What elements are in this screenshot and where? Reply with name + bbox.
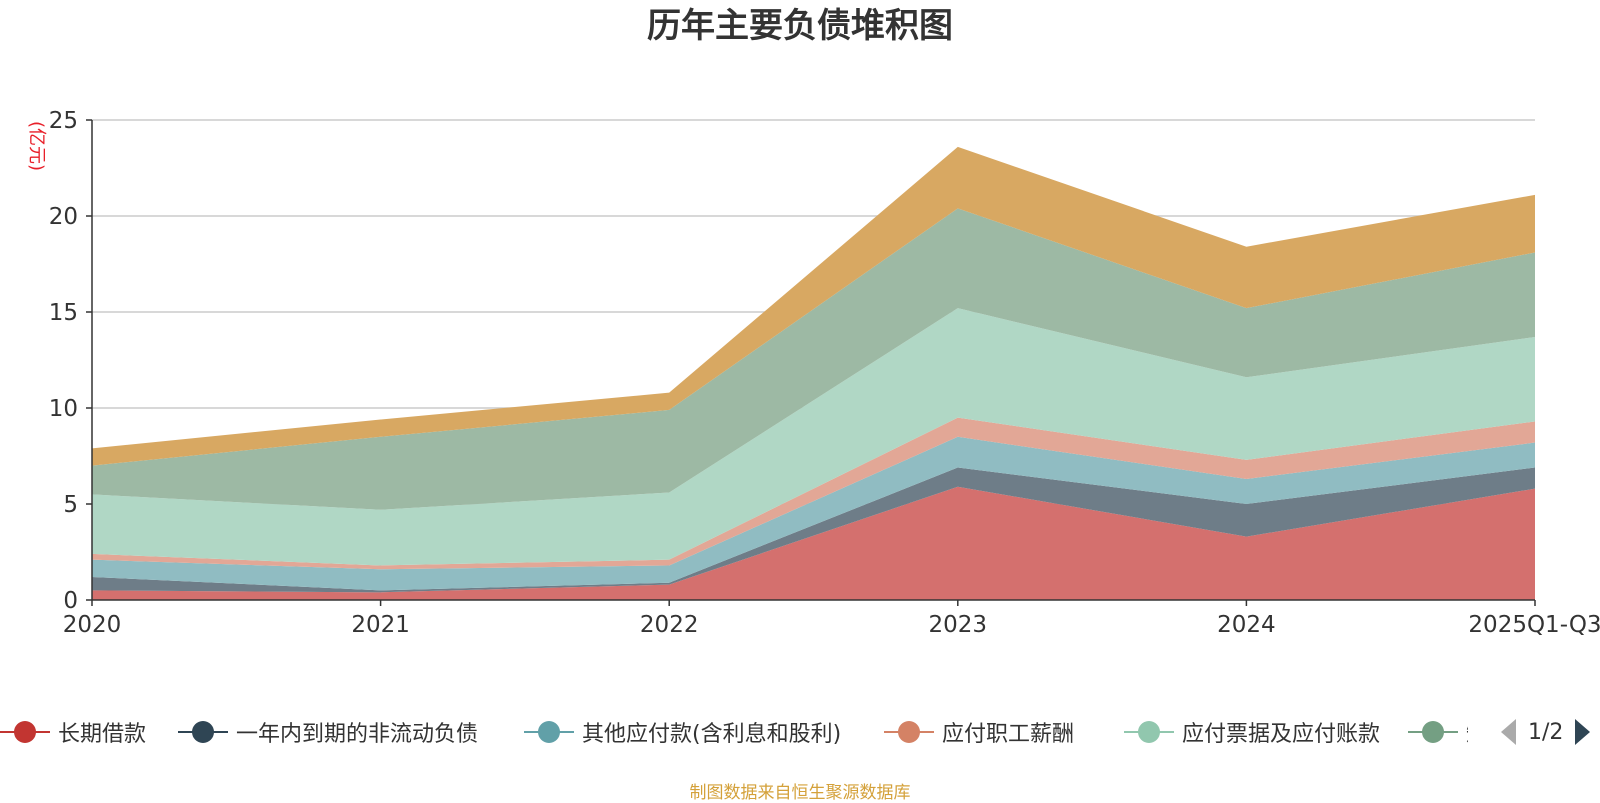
x-tick-label: 2024 bbox=[1217, 612, 1276, 638]
y-tick-label: 5 bbox=[63, 492, 78, 518]
chart-title: 历年主要负债堆积图 bbox=[647, 6, 953, 46]
x-tick-label: 2022 bbox=[640, 612, 699, 638]
legend-item[interactable]: 一年内到期的非流动负债 bbox=[178, 716, 478, 748]
area-长期借款 bbox=[92, 486, 1535, 600]
legend-items: 长期借款 一年内到期的非流动负债 其他应付款(含利息和股利) 应付职工薪酬 应付票据及应… bbox=[0, 712, 1468, 752]
y-tick-label: 0 bbox=[63, 588, 78, 614]
legend-item[interactable]: 应付职工薪酬 bbox=[884, 716, 1074, 748]
legend-label: 短期借款 bbox=[1466, 716, 1468, 748]
legend-item[interactable]: 其他应付款(含利息和股利) bbox=[524, 716, 841, 748]
stacked-areas bbox=[92, 146, 1535, 600]
y-axis-label: (亿元) bbox=[26, 121, 47, 171]
x-tick-label: 2021 bbox=[351, 612, 410, 638]
y-tick-label: 25 bbox=[49, 108, 78, 134]
area-应付票据及应付账款 bbox=[92, 308, 1535, 566]
area-短期借款 bbox=[92, 208, 1535, 510]
area-其他 bbox=[92, 146, 1535, 466]
y-tick-label: 15 bbox=[49, 300, 78, 326]
source-note: 制图数据来自恒生聚源数据库 bbox=[689, 783, 911, 803]
x-tick-label: 2020 bbox=[63, 612, 122, 638]
prev-page-icon[interactable] bbox=[1498, 717, 1520, 747]
legend-marker-icon bbox=[1124, 721, 1174, 743]
x-tick-label: 2025Q1-Q3 bbox=[1468, 612, 1600, 638]
legend: 长期借款 一年内到期的非流动负债 其他应付款(含利息和股利) 应付职工薪酬 应付票据及应… bbox=[0, 712, 1600, 752]
legend-label: 应付票据及应付账款 bbox=[1182, 722, 1381, 747]
legend-marker-icon bbox=[178, 721, 228, 743]
legend-marker-icon bbox=[1408, 721, 1458, 743]
area-应付职工薪酬 bbox=[92, 417, 1535, 570]
area-其他应付款(含利息和股利) bbox=[92, 436, 1535, 591]
legend-marker-icon bbox=[524, 721, 574, 743]
legend-item[interactable]: 应付票据及应付账款 bbox=[1124, 716, 1380, 748]
legend-page-indicator: 1/2 bbox=[1528, 719, 1564, 745]
legend-label: 应付职工薪酬 bbox=[942, 722, 1075, 747]
legend-item[interactable]: 短期借款 bbox=[1408, 716, 1468, 748]
legend-marker-icon bbox=[884, 721, 934, 743]
y-tick-label: 20 bbox=[49, 204, 78, 230]
next-page-icon[interactable] bbox=[1571, 717, 1593, 747]
legend-label: 长期借款 bbox=[58, 722, 147, 747]
x-tick-label: 2023 bbox=[929, 612, 988, 638]
legend-pager: 1/2 bbox=[1498, 716, 1593, 748]
legend-label: 其他应付款(含利息和股利) bbox=[582, 722, 842, 747]
y-tick-label: 10 bbox=[49, 396, 78, 422]
legend-label: 一年内到期的非流动负债 bbox=[236, 722, 479, 747]
legend-marker-icon bbox=[0, 721, 50, 743]
area-一年内到期的非流动负债 bbox=[92, 467, 1535, 593]
axes: 0 5 10 15 20 25 2020 2021 2022 2023 2024 2025Q1-Q3 bbox=[49, 108, 1600, 638]
legend-item[interactable]: 长期借款 bbox=[0, 716, 146, 748]
